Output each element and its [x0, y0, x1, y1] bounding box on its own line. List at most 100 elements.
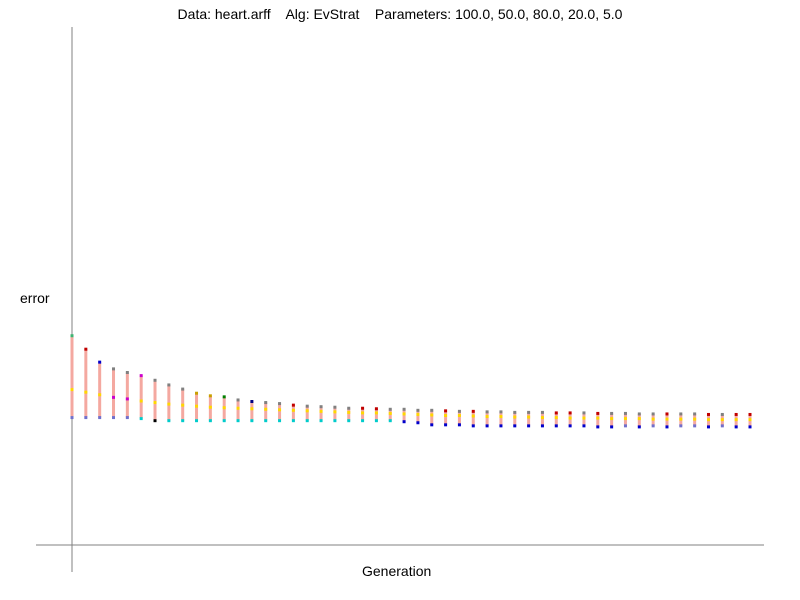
range-bar	[112, 368, 116, 418]
max-point	[513, 410, 517, 414]
min-point	[84, 416, 88, 420]
max-point	[305, 404, 309, 408]
max-point	[637, 412, 641, 416]
max-point	[361, 406, 365, 410]
range-bar	[527, 412, 531, 426]
max-point	[125, 371, 129, 375]
max-point	[734, 412, 738, 416]
chart-marks	[70, 334, 752, 429]
range-bar	[457, 411, 461, 425]
min-point	[333, 419, 337, 423]
min-point	[305, 419, 309, 423]
mean-point	[637, 417, 641, 421]
min-point	[637, 425, 641, 429]
min-point	[430, 423, 434, 427]
max-point	[278, 402, 282, 406]
chart-title: Data: heart.arff Alg: EvStrat Parameters…	[177, 6, 623, 22]
max-point	[665, 412, 669, 416]
y-axis-label: error	[20, 290, 50, 306]
max-point	[554, 411, 558, 415]
max-point	[610, 411, 614, 415]
mean-point	[112, 395, 116, 399]
min-point	[499, 424, 503, 428]
min-point	[651, 424, 655, 428]
min-point	[527, 424, 531, 428]
mean-point	[250, 407, 254, 411]
range-bar	[374, 408, 378, 421]
range-bar	[402, 409, 406, 422]
range-bar	[444, 410, 448, 425]
mean-point	[361, 411, 365, 415]
min-point	[706, 425, 710, 429]
max-point	[706, 412, 710, 416]
mean-point	[402, 412, 406, 416]
min-point	[693, 424, 697, 428]
min-point	[98, 416, 102, 420]
range-bar	[513, 412, 517, 426]
min-point	[319, 419, 323, 423]
mean-point	[499, 415, 503, 419]
range-bar	[250, 401, 254, 421]
min-point	[554, 424, 558, 428]
mean-point	[610, 417, 614, 421]
mean-point	[679, 417, 683, 421]
max-point	[139, 374, 143, 378]
min-point	[665, 425, 669, 429]
range-bar	[540, 412, 544, 426]
min-point	[513, 424, 517, 428]
min-point	[347, 419, 351, 423]
mean-point	[347, 410, 351, 414]
mean-point	[554, 416, 558, 420]
max-point	[457, 409, 461, 413]
min-point	[222, 419, 226, 423]
min-point	[596, 425, 600, 429]
mean-point	[208, 405, 212, 409]
mean-point	[125, 397, 129, 401]
max-point	[582, 411, 586, 415]
min-point	[112, 416, 116, 420]
min-point	[250, 419, 254, 423]
min-point	[444, 423, 448, 427]
max-point	[374, 407, 378, 411]
range-bar	[637, 413, 641, 427]
max-point	[291, 403, 295, 407]
mean-point	[84, 390, 88, 394]
min-point	[540, 424, 544, 428]
min-point	[167, 419, 171, 423]
mean-point	[582, 416, 586, 420]
mean-point	[720, 418, 724, 422]
mean-point	[568, 416, 572, 420]
min-point	[568, 424, 572, 428]
range-bar	[291, 405, 295, 421]
max-point	[623, 411, 627, 415]
max-point	[236, 398, 240, 402]
mean-point	[222, 406, 226, 410]
mean-point	[416, 412, 420, 416]
max-point	[416, 408, 420, 412]
mean-point	[291, 408, 295, 412]
min-point	[125, 416, 129, 420]
max-point	[347, 406, 351, 410]
mean-point	[734, 418, 738, 422]
min-point	[195, 419, 199, 423]
max-point	[153, 378, 157, 382]
max-point	[499, 410, 503, 414]
max-point	[748, 412, 752, 416]
min-point	[679, 424, 683, 428]
mean-point	[70, 388, 74, 392]
range-bar	[236, 399, 240, 421]
mean-point	[430, 413, 434, 417]
mean-point	[471, 414, 475, 418]
min-point	[70, 416, 74, 420]
min-point	[610, 425, 614, 429]
min-point	[278, 419, 282, 423]
min-point	[582, 424, 586, 428]
range-bar	[471, 411, 475, 426]
x-axis-label: Generation	[362, 563, 432, 579]
range-bar	[319, 406, 323, 421]
min-point	[485, 424, 489, 428]
max-point	[70, 334, 74, 338]
range-bar	[388, 409, 392, 421]
max-point	[444, 409, 448, 413]
range-bar	[430, 410, 434, 425]
